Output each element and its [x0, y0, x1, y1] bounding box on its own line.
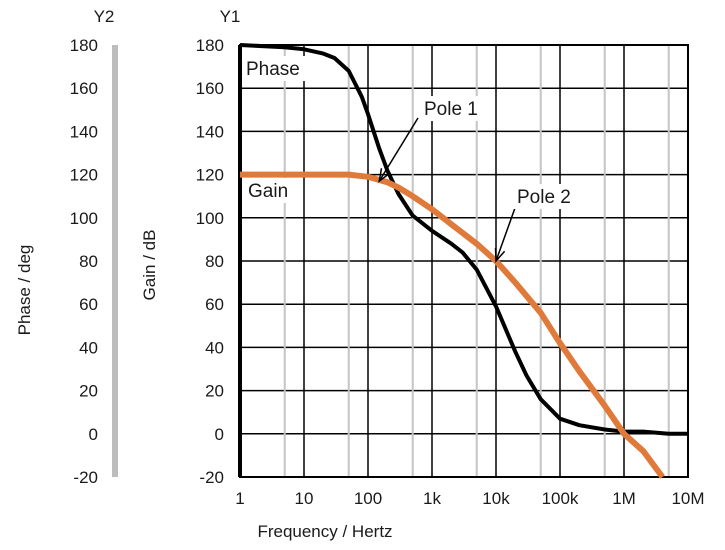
- annotation-bg: [513, 184, 584, 209]
- x-tick-label: 1: [235, 489, 244, 508]
- series-layer: Phase Gain: [239, 43, 688, 479]
- y1-tick-label: 120: [196, 166, 224, 185]
- x-axis-label: Frequency / Hertz: [257, 522, 392, 541]
- annotation-arrow-head: [378, 168, 391, 183]
- x-tick-labels: 1 10 100 1k 10k 100k 1M 10M: [235, 489, 704, 508]
- x-tick-label: 100: [354, 489, 382, 508]
- y2-tick-label: 40: [79, 338, 98, 357]
- annotation-arrow-line: [378, 117, 419, 182]
- x-tick-label: 10: [295, 489, 314, 508]
- y2-tick-label: 180: [70, 36, 98, 55]
- y2-tick-label: 20: [79, 382, 98, 401]
- y2-tick-label: 80: [79, 252, 98, 271]
- annotation-label: Pole 1: [424, 99, 478, 120]
- y1-tick-label: 140: [196, 122, 224, 141]
- y1-tick-label: 100: [196, 209, 224, 228]
- y1-tick-label: 20: [205, 382, 224, 401]
- annotation-arrow-line: [495, 207, 516, 262]
- y1-axis-label: Gain / dB: [140, 230, 159, 301]
- series-label-bg: [244, 56, 305, 81]
- y1-tick-label: 60: [205, 295, 224, 314]
- series-line-gain: [240, 171, 665, 479]
- y1-header: Y1: [220, 7, 241, 26]
- y2-tick-label: 100: [70, 209, 98, 228]
- series-label-phase: Phase: [246, 59, 300, 80]
- series-label-gain: Gain: [248, 181, 288, 202]
- y2-tick-label: -20: [73, 468, 98, 487]
- annotation-arrow-head: [494, 247, 506, 263]
- y1-tick-label: 80: [205, 252, 224, 271]
- y1-tick-label: 0: [215, 425, 224, 444]
- series-label-bg: [246, 178, 296, 203]
- y2-tick-labels: 180 160 140 120 100 80 60 40 20 0 -20: [70, 36, 98, 487]
- series-line-phase: [239, 43, 688, 436]
- y1-tick-label: 160: [196, 79, 224, 98]
- y1-tick-label: -20: [199, 468, 224, 487]
- y2-tick-label: 120: [70, 166, 98, 185]
- y2-tick-label: 140: [70, 122, 98, 141]
- x-tick-label: 100k: [542, 489, 579, 508]
- x-tick-label: 10k: [482, 489, 510, 508]
- y2-axis-label: Phase / deg: [15, 245, 34, 336]
- y2-tick-label: 0: [89, 425, 98, 444]
- y1-tick-label: 180: [196, 36, 224, 55]
- y1-tick-label: 40: [205, 338, 224, 357]
- y2-tick-label: 60: [79, 295, 98, 314]
- y2-tick-label: 160: [70, 79, 98, 98]
- annotation-label: Pole 2: [517, 187, 571, 208]
- major-grid: [239, 44, 689, 478]
- x-tick-label: 1k: [423, 489, 441, 508]
- x-tick-label: 1M: [612, 489, 636, 508]
- y2-header: Y2: [94, 7, 115, 26]
- y1-tick-labels: 180 160 140 120 100 80 60 40 20 0 -20: [196, 36, 224, 487]
- x-tick-label: 10M: [671, 489, 704, 508]
- annotations: Pole 1 Pole 2: [378, 96, 584, 263]
- annotation-bg: [420, 96, 491, 121]
